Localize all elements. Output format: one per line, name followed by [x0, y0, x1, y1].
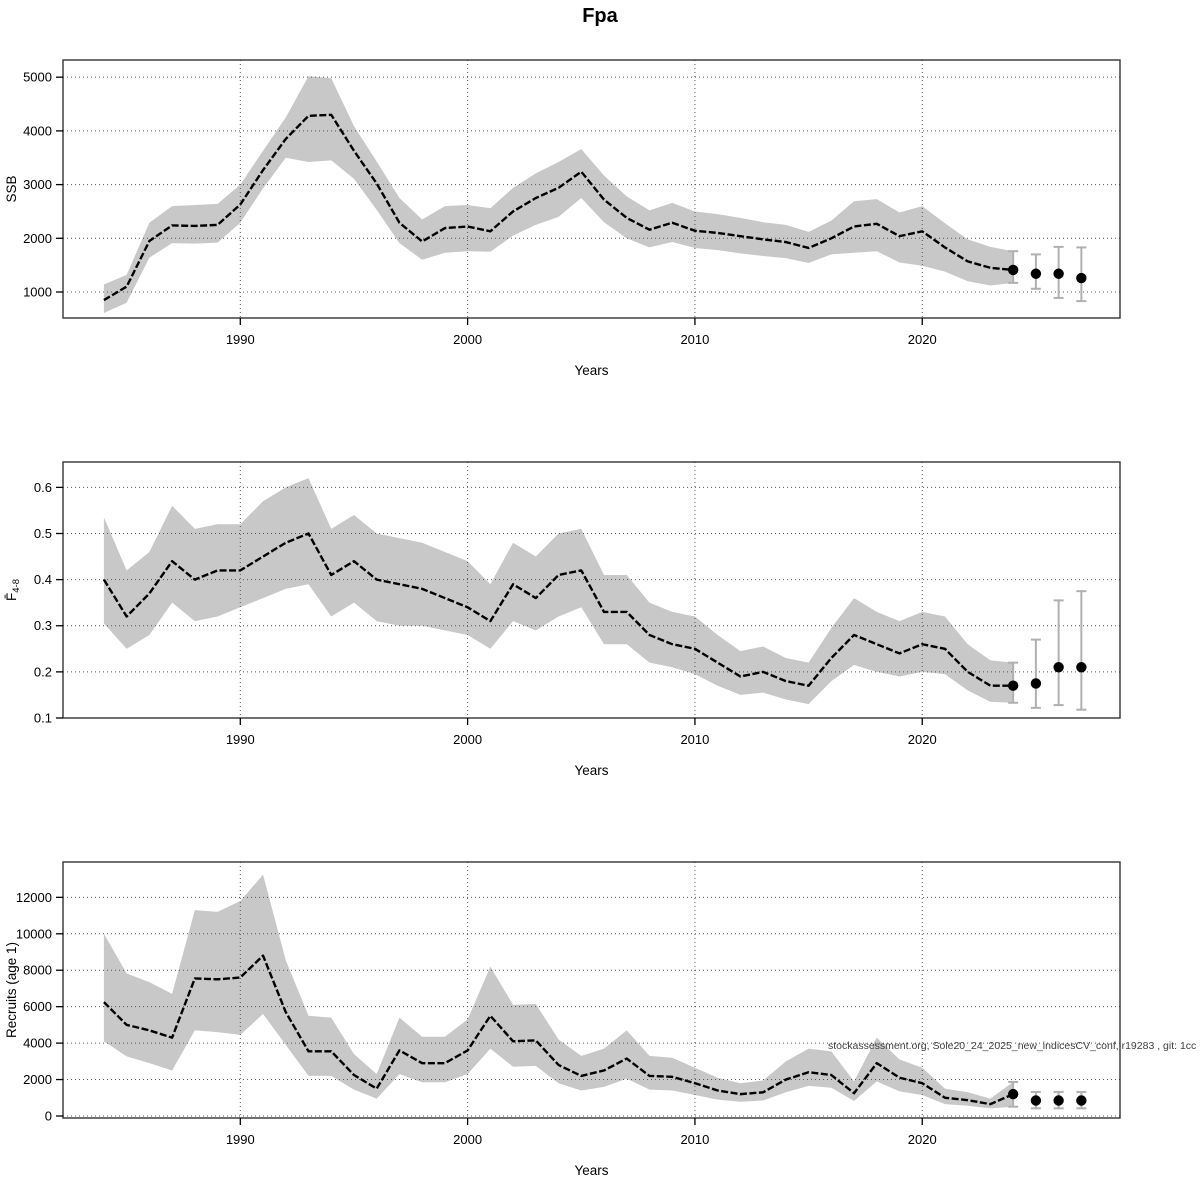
- x-tick-label: 1990: [226, 732, 255, 747]
- forecast-dot: [1076, 662, 1087, 673]
- forecast-dot: [1076, 272, 1087, 284]
- forecast-dot: [1007, 264, 1019, 276]
- y-tick-label: 1000: [23, 285, 52, 300]
- y-tick-label: 0.5: [34, 526, 52, 541]
- x-axis-title: Years: [574, 363, 608, 378]
- forecast-dot: [1053, 268, 1064, 279]
- y-tick-label: 0: [45, 1108, 52, 1123]
- y-tick-label: 0.6: [34, 480, 52, 495]
- forecast-dot: [1030, 1095, 1042, 1106]
- y-tick-label: 4000: [23, 1036, 52, 1051]
- x-tick-label: 2000: [453, 332, 482, 347]
- x-tick-label: 2000: [453, 1132, 482, 1147]
- x-tick-label: 2020: [908, 1132, 937, 1147]
- x-tick-label: 1990: [226, 1132, 255, 1147]
- x-tick-label: 2020: [908, 732, 937, 747]
- confidence-band: [103, 478, 1014, 705]
- x-tick-label: 2010: [680, 732, 709, 747]
- y-tick-label: 6000: [23, 999, 52, 1014]
- panel-frame: [62, 59, 1121, 319]
- panel-frame: [62, 461, 1121, 719]
- panel-ssb: 1990 2000 2010 2020 Years 1000 2000 3000 4000 500…: [4, 59, 1121, 378]
- x-tick-label: 1990: [226, 332, 255, 347]
- forecast-dot: [1053, 662, 1064, 673]
- x-tick-label: 2000: [453, 732, 482, 747]
- forecast-dot: [1007, 1088, 1019, 1100]
- y-tick-label: 0.4: [34, 572, 52, 587]
- x-tick-label: 2010: [680, 1132, 709, 1147]
- panel-frame: [62, 861, 1121, 1119]
- y-tick-label: 8000: [23, 963, 52, 978]
- y-tick-label: 2000: [23, 1072, 52, 1087]
- y-tick-label: 10000: [16, 926, 52, 941]
- estimate-line: [102, 532, 1014, 687]
- y-tick-label: 0.1: [34, 711, 52, 726]
- confidence-band: [103, 76, 1014, 313]
- y-tick-label: 12000: [16, 890, 52, 905]
- x-axis-title: Years: [574, 763, 608, 778]
- confidence-band: [103, 874, 1014, 1109]
- y-tick-label: 2000: [23, 231, 52, 246]
- watermark-text: stockassessment.org, Sole20_24_2025_new_…: [828, 1040, 1197, 1052]
- forecast-dot: [1030, 268, 1042, 279]
- x-axis-title: Years: [574, 1163, 608, 1178]
- x-tick-label: 2010: [680, 332, 709, 347]
- estimate-line: [103, 113, 1014, 302]
- y-tick-label: 0.2: [34, 664, 52, 679]
- panel-recruits: 1990 2000 2010 2020 Years 0 2000 4000 6000 8000 10…: [4, 861, 1121, 1178]
- forecast-dot: [1076, 1095, 1087, 1106]
- y-axis-title: F̄4-8: [4, 579, 22, 601]
- y-tick-label: 4000: [23, 123, 52, 138]
- forecast-dot: [1053, 1095, 1064, 1106]
- chart-title: Fpa: [582, 5, 618, 27]
- forecast-dot: [1007, 680, 1019, 691]
- y-tick-label: 5000: [23, 70, 52, 85]
- estimate-line: [103, 954, 1014, 1106]
- y-tick-label: 3000: [23, 177, 52, 192]
- forecast-dot: [1030, 678, 1042, 689]
- x-tick-label: 2020: [908, 332, 937, 347]
- y-tick-label: 0.3: [34, 618, 52, 633]
- panel-fbar: 1990 2000 2010 2020 Years 0.1 0.2 0.3 0.4 0.5 0.6 F…: [4, 461, 1121, 778]
- y-axis-title: SSB: [4, 175, 19, 202]
- y-axis-title: Recruits (age 1): [4, 942, 19, 1038]
